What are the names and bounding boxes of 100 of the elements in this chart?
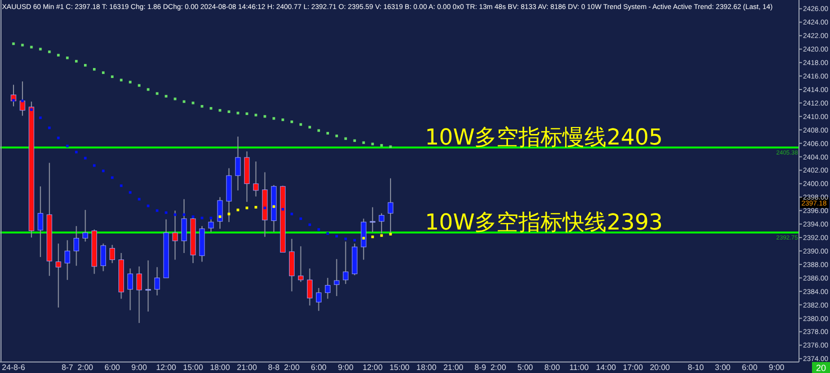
x-tick-label: 8-10 [688, 363, 704, 372]
point [344, 137, 347, 140]
point [218, 109, 222, 112]
candlestick [20, 80, 26, 116]
candlestick [217, 196, 223, 230]
x-tick-label: 8-9 [474, 363, 487, 372]
point [389, 145, 392, 148]
x-tick-label: 2:00 [284, 363, 300, 372]
point [174, 213, 176, 216]
point [254, 206, 258, 209]
point [128, 80, 132, 84]
annotation: 10W多空指标快线2393 [425, 210, 663, 236]
point [317, 129, 320, 132]
text: 20 [816, 363, 826, 373]
point [335, 134, 338, 138]
x-tick-label: 12:00 [362, 363, 384, 372]
candlestick [82, 209, 88, 242]
point [12, 42, 15, 46]
point [362, 236, 365, 240]
point [353, 139, 356, 142]
x-tick-label: 8:00 [544, 363, 560, 372]
x-tick-label: 12:00 [156, 363, 177, 372]
candlestick [74, 226, 80, 266]
point [146, 204, 150, 208]
point [371, 142, 374, 146]
point [290, 212, 294, 216]
point [138, 198, 140, 200]
point [228, 212, 230, 216]
x-tick-label: 6:00 [104, 363, 121, 372]
point [228, 110, 230, 113]
x-tick-label: 21:00 [443, 363, 464, 372]
candlestick [154, 266, 160, 296]
point [128, 191, 132, 194]
point [84, 64, 87, 67]
candlestick [378, 212, 384, 234]
x-tick-label: 9:00 [768, 363, 785, 372]
point [110, 176, 114, 179]
x-tick-label: 18:00 [210, 363, 231, 372]
point [380, 234, 383, 237]
point [146, 88, 150, 91]
point [344, 238, 347, 240]
point [57, 136, 60, 140]
point [200, 216, 204, 220]
point [210, 107, 212, 110]
x-tick-label: 15:00 [183, 363, 204, 372]
point [272, 205, 276, 208]
x-tick-label: 9:00 [131, 363, 148, 372]
point [326, 232, 329, 235]
candlestick [100, 243, 106, 272]
x-tick-label: 2:00 [490, 363, 507, 372]
point [156, 92, 158, 95]
candlestick [334, 258, 340, 297]
point [120, 184, 123, 188]
x-tick-label: 21:00 [236, 363, 258, 372]
candlestick [208, 218, 214, 233]
point [92, 164, 96, 167]
point [192, 215, 194, 218]
point [92, 68, 96, 71]
point [102, 170, 105, 172]
point [30, 46, 33, 48]
candlestick [253, 160, 259, 197]
x-tick-label: 5:00 [517, 363, 534, 372]
x-tick-label: 2:00 [78, 363, 94, 372]
point [389, 232, 392, 236]
point [218, 215, 222, 218]
point [39, 116, 42, 120]
candlestick [370, 206, 376, 233]
candlestick [127, 268, 133, 311]
point [66, 56, 69, 60]
point [21, 100, 24, 102]
candlestick [324, 277, 330, 300]
point [138, 84, 140, 87]
x-tick-label: 6:00 [310, 363, 328, 372]
point [84, 156, 87, 160]
x-tick-label: 8-7 [62, 363, 74, 372]
x-tick-label: 18:00 [416, 363, 437, 372]
point [264, 206, 266, 210]
candlestick [298, 246, 304, 282]
point [282, 118, 284, 122]
point [210, 216, 212, 220]
x-tick-label: 15:00 [389, 363, 410, 372]
point [48, 50, 51, 54]
x-tick-label: 6:00 [742, 363, 758, 372]
x-tick-label: 3:00 [714, 363, 732, 372]
point [308, 223, 312, 226]
point [192, 102, 194, 104]
point [30, 108, 33, 111]
x-tick-label: 9:00 [338, 363, 354, 372]
point [282, 208, 284, 211]
candlestick [172, 210, 178, 260]
x-tick-label: 17:00 [622, 363, 644, 372]
point [182, 213, 186, 216]
point [308, 126, 312, 128]
point [371, 236, 374, 238]
candlestick [388, 178, 394, 234]
candlestick [56, 243, 62, 308]
point [66, 144, 69, 148]
point [272, 117, 276, 120]
point [156, 209, 158, 212]
point [164, 211, 168, 214]
